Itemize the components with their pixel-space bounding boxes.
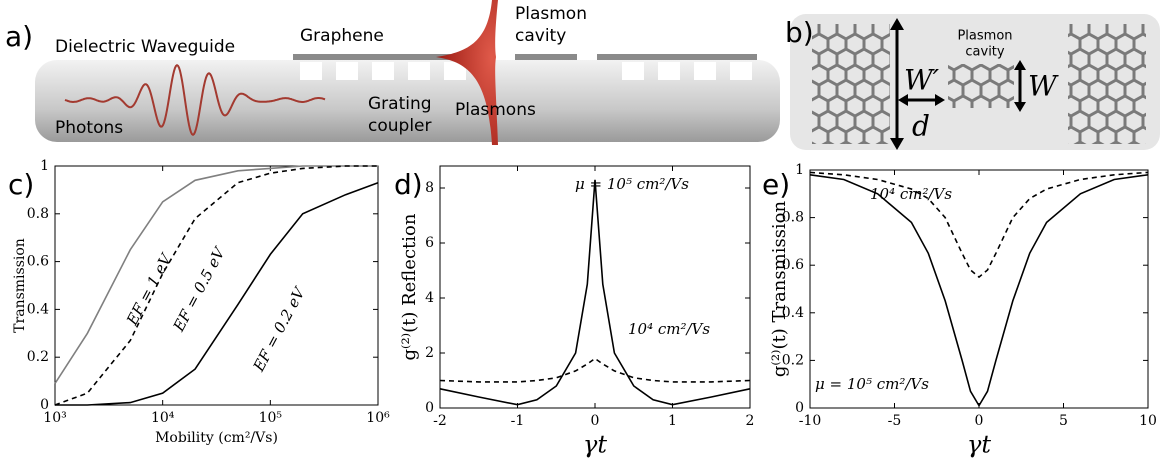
panel-label: a) [5,20,33,53]
line-series [809,174,1149,408]
y-tick-label: 0.8 [782,210,804,226]
y-tick-label: 0 [795,400,804,416]
plot-frame [54,165,379,406]
line-series [54,165,378,384]
y-tick-label: 1 [40,158,49,174]
series-label: μ = 10⁵ cm²/Vs [575,175,689,193]
line-series [55,181,379,406]
label: Plasmon [957,29,1012,44]
x-tick-label: 0 [591,413,600,429]
x-axis-label: γt [967,431,991,458]
plot-frame [809,169,1149,409]
x-tick-label: 10 [1139,413,1157,429]
x-tick-label: 10⁶ [366,410,390,426]
panel-label: c) [8,168,34,201]
line-series [809,171,1149,279]
label: cavity [965,45,1005,60]
y-tick-label: 0.4 [782,305,804,321]
line-series [439,179,751,406]
series-label: EF = 0.2 eV [249,283,309,375]
y-axis-label: g⁽²⁾(t) Reflection [399,213,420,360]
y-tick-label: 8 [425,180,434,196]
series-label: EF = 0.5 eV [169,243,229,335]
label: d [912,110,930,143]
series-label: EF = 1 eV [123,249,177,329]
label: Dielectric Waveguide [55,37,235,57]
y-axis-label: Transmission [12,238,28,333]
panel-b: b) Plasmon cavity W′ d W [785,14,1160,150]
waveguide [35,60,780,142]
y-tick-label: 2 [425,345,434,361]
y-tick-label: 0.2 [27,349,49,365]
x-tick-label: 10³ [43,410,66,426]
label: cavity [515,26,566,46]
chart: -10 -5 0 5 10 0 0.2 0.4 0.6 0.8 1 γt g⁽²⁾(t) Transmi… [762,162,1157,458]
y-axis-label: g⁽²⁾(t) Transmission [769,200,790,377]
x-tick-label: 0 [975,413,984,429]
y-tick-label: 1 [795,162,804,178]
x-tick-label: 1 [668,413,677,429]
y-tick-label: 0.8 [27,206,49,222]
x-tick-label: -10 [799,413,822,429]
y-tick-label: 4 [425,290,434,306]
grating-teeth [300,62,752,80]
chart: 10³ 10⁴ 10⁵ 10⁶ 0 0.2 0.4 0.6 0.8 1 Mobility (cm²/… [8,158,390,446]
y-tick-label: 0.2 [782,352,804,368]
label: W [1028,70,1059,103]
plasmon-field [436,0,498,145]
label: Plasmons [455,100,536,120]
panel-label: e) [762,168,790,201]
label: Plasmon [515,4,587,24]
x-tick-label: -1 [511,413,525,429]
label: W′ [904,64,940,97]
graphene-lattice [948,64,1014,108]
series-label: 10⁴ cm²/Vs [870,185,952,203]
y-tick-label: 0.6 [27,254,49,270]
x-tick-label: 10⁴ [151,410,175,426]
series-label: 10⁴ cm²/Vs [628,320,710,338]
x-tick-label: 2 [746,413,755,429]
arrows [890,18,1026,150]
plot-frame [439,165,751,409]
label: Photons [55,118,123,138]
y-tick-label: 0 [425,400,434,416]
graphene-strips [293,54,757,60]
x-tick-label: 5 [1059,413,1068,429]
x-tick-label: -5 [888,413,902,429]
label: Grating [368,94,432,114]
label: Graphene [300,26,384,46]
x-axis-label: Mobility (cm²/Vs) [155,430,278,446]
y-tick-label: 0.4 [27,301,49,317]
photon-wave [64,64,326,136]
y-tick-label: 0.6 [782,257,804,273]
panel-label: d) [394,168,423,201]
graphene-lattice [812,24,890,144]
panel-label: b) [785,16,814,49]
series-label: μ = 10⁵ cm²/Vs [815,375,929,393]
x-tick-label: -2 [433,413,447,429]
y-tick-label: 0 [40,397,49,413]
line-series [439,357,751,383]
graphene-lattice [1068,24,1146,144]
x-tick-label: 10⁵ [259,410,283,426]
panel-a: a) Dielectric Waveguide Graphene Plasmon… [5,0,780,145]
label: coupler [368,116,431,136]
y-tick-label: 6 [425,235,434,251]
chart: -2 -1 0 1 2 0 2 4 6 8 γt g⁽²⁾(t) Reflection d) μ = 10… [394,165,755,458]
x-axis-label: γt [583,431,607,458]
